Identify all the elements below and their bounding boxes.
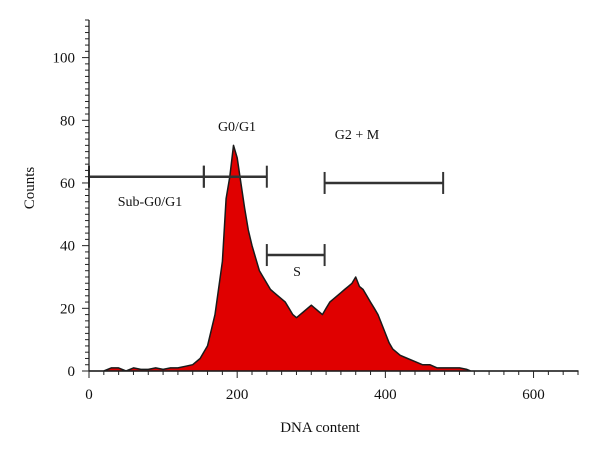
gate-label: G2 + M [335,128,380,143]
gate-label: Sub-G0/G1 [118,195,183,210]
histogram-area [88,144,579,372]
x-axis-title: DNA content [280,420,360,436]
y-tick-label: 0 [68,364,76,380]
y-tick-label: 60 [60,176,75,192]
gate-markers: Sub-G0/G1 G0/G1 S G2 + M [88,120,445,280]
y-tick-label: 80 [60,113,75,129]
y-tick-label: 100 [53,51,76,67]
gate-label: S [293,265,301,280]
x-tick-label: 0 [85,387,93,403]
axes: 0 200 400 600 0 20 40 60 80 100 [53,19,579,403]
y-axis-title: Counts [22,167,38,210]
y-tick-label: 40 [60,239,75,255]
gate-label: G0/G1 [218,120,256,135]
y-tick-label: 20 [60,301,75,317]
x-tick-label: 400 [374,387,397,403]
x-tick-label: 600 [522,387,545,403]
x-tick-label: 200 [226,387,249,403]
